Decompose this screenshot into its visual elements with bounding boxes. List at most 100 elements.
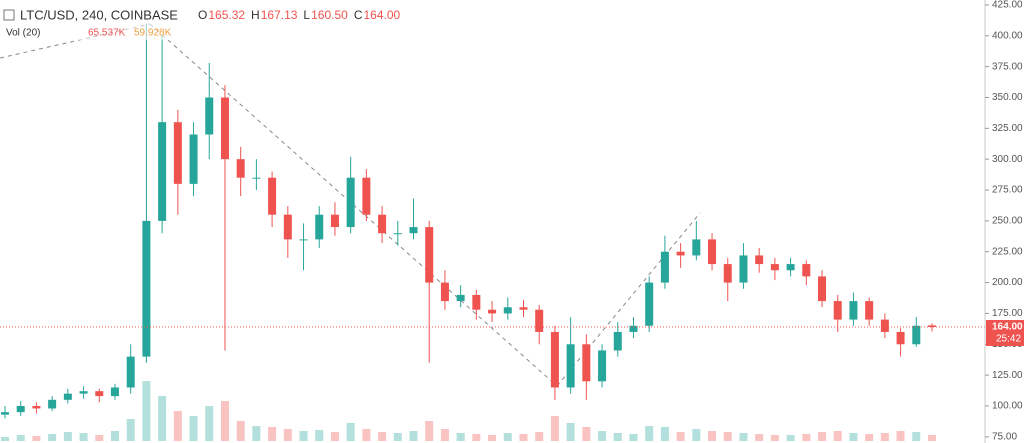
volume-bar: [236, 421, 245, 441]
volume-bar: [535, 432, 544, 441]
candle-body: [488, 309, 497, 314]
volume-bar: [63, 432, 72, 441]
candle-body: [755, 255, 764, 265]
candle-body: [833, 301, 842, 320]
candle-body: [189, 134, 198, 184]
volume-bar: [362, 429, 371, 441]
plot-background: [0, 0, 985, 443]
candle-body: [519, 307, 528, 310]
price-tag: [986, 320, 1024, 347]
candle-body: [315, 214, 324, 240]
volume-ma: 59.928K: [134, 28, 172, 39]
candle-body: [708, 239, 717, 265]
volume-bar: [833, 431, 842, 441]
volume-bar: [613, 433, 622, 441]
y-tick-label: 225.00: [992, 246, 1023, 257]
volume-bar: [928, 435, 936, 441]
volume-bar: [189, 416, 198, 441]
candle-body: [865, 301, 874, 320]
legend-background: [0, 0, 470, 40]
volume-bar: [519, 434, 528, 441]
candle-body: [472, 294, 481, 310]
candle-body: [849, 301, 858, 320]
y-tick-label: 325.00: [992, 123, 1023, 134]
volume-bar: [142, 381, 151, 441]
countdown: 25:42: [996, 334, 1021, 345]
volume-bar: [16, 435, 25, 441]
candle-body: [362, 177, 371, 215]
candle-body: [503, 307, 512, 314]
volume-bar: [849, 433, 858, 441]
candle-body: [912, 325, 921, 345]
volume-bar: [126, 419, 135, 441]
y-tick-label: 350.00: [992, 92, 1023, 103]
ohlc-legend: O 165.32 H 167.13 L 160.50 C 164.00: [198, 8, 401, 22]
candle-body: [739, 255, 748, 283]
legend-value: 160.50: [311, 8, 348, 22]
volume-bar: [645, 426, 654, 441]
volume-bar: [896, 431, 905, 441]
candle-body: [16, 405, 25, 413]
volume-bar: [739, 433, 748, 441]
volume-bar: [550, 416, 559, 441]
y-tick-label: 175.00: [992, 308, 1023, 319]
volume-bar: [252, 426, 261, 441]
candle-body: [299, 239, 308, 241]
legend-value: 164.00: [363, 8, 400, 22]
volume-bar: [378, 432, 387, 441]
candle-body: [220, 97, 229, 160]
volume-bar: [283, 429, 292, 441]
volume-bar: [660, 427, 669, 441]
legend-value: 165.32: [208, 8, 245, 22]
candle-body: [205, 97, 214, 135]
volume-bar: [582, 427, 591, 441]
candle-body: [676, 251, 685, 256]
legend-key: L: [303, 8, 310, 22]
candle-body: [550, 331, 559, 388]
candle-body: [582, 344, 591, 382]
volume-name: Vol (20): [6, 28, 40, 39]
volume-bar: [818, 432, 827, 441]
price-axis: [985, 0, 1024, 443]
candle-body: [173, 122, 182, 184]
candle-body: [236, 159, 245, 178]
volume-bar: [330, 432, 339, 441]
y-tick-label: 375.00: [992, 61, 1023, 72]
candle-body: [142, 220, 151, 357]
y-tick-label: 425.00: [992, 0, 1023, 11]
candle-body: [95, 391, 104, 397]
candle-body: [660, 251, 669, 283]
y-tick-label: 75.00: [992, 431, 1017, 442]
candle-body: [48, 399, 57, 409]
legend-key: O: [198, 8, 207, 22]
candle-body: [818, 276, 827, 302]
volume-bar: [440, 429, 449, 441]
volume-bar: [158, 396, 167, 441]
price-axis-labels: 75.00100.00125.00150.00175.00200.00225.0…: [985, 0, 1024, 442]
y-tick-label: 125.00: [992, 370, 1023, 381]
volume-bar: [425, 421, 434, 441]
candle-body: [629, 325, 638, 332]
candle-body: [425, 227, 434, 283]
candle-body: [283, 214, 292, 240]
volume-bar: [786, 435, 795, 441]
candle-body: [268, 177, 277, 215]
y-tick-label: 400.00: [992, 30, 1023, 41]
volume-bar: [472, 434, 481, 441]
volume-value: 65.537K: [88, 28, 126, 39]
collapse-icon[interactable]: [3, 9, 15, 21]
volume-bar: [503, 433, 512, 441]
candle-body: [440, 282, 449, 302]
volume-bar: [456, 433, 465, 441]
candle-body: [613, 331, 622, 351]
volume-bar: [802, 434, 811, 441]
volume-bar: [488, 435, 497, 441]
y-tick-label: 275.00: [992, 185, 1023, 196]
y-tick-label: 300.00: [992, 154, 1023, 165]
volume-bar: [723, 432, 732, 441]
candle-body: [126, 356, 135, 388]
volume-bar: [110, 431, 119, 441]
y-tick-label: 250.00: [992, 216, 1023, 227]
candle-body: [158, 122, 167, 221]
